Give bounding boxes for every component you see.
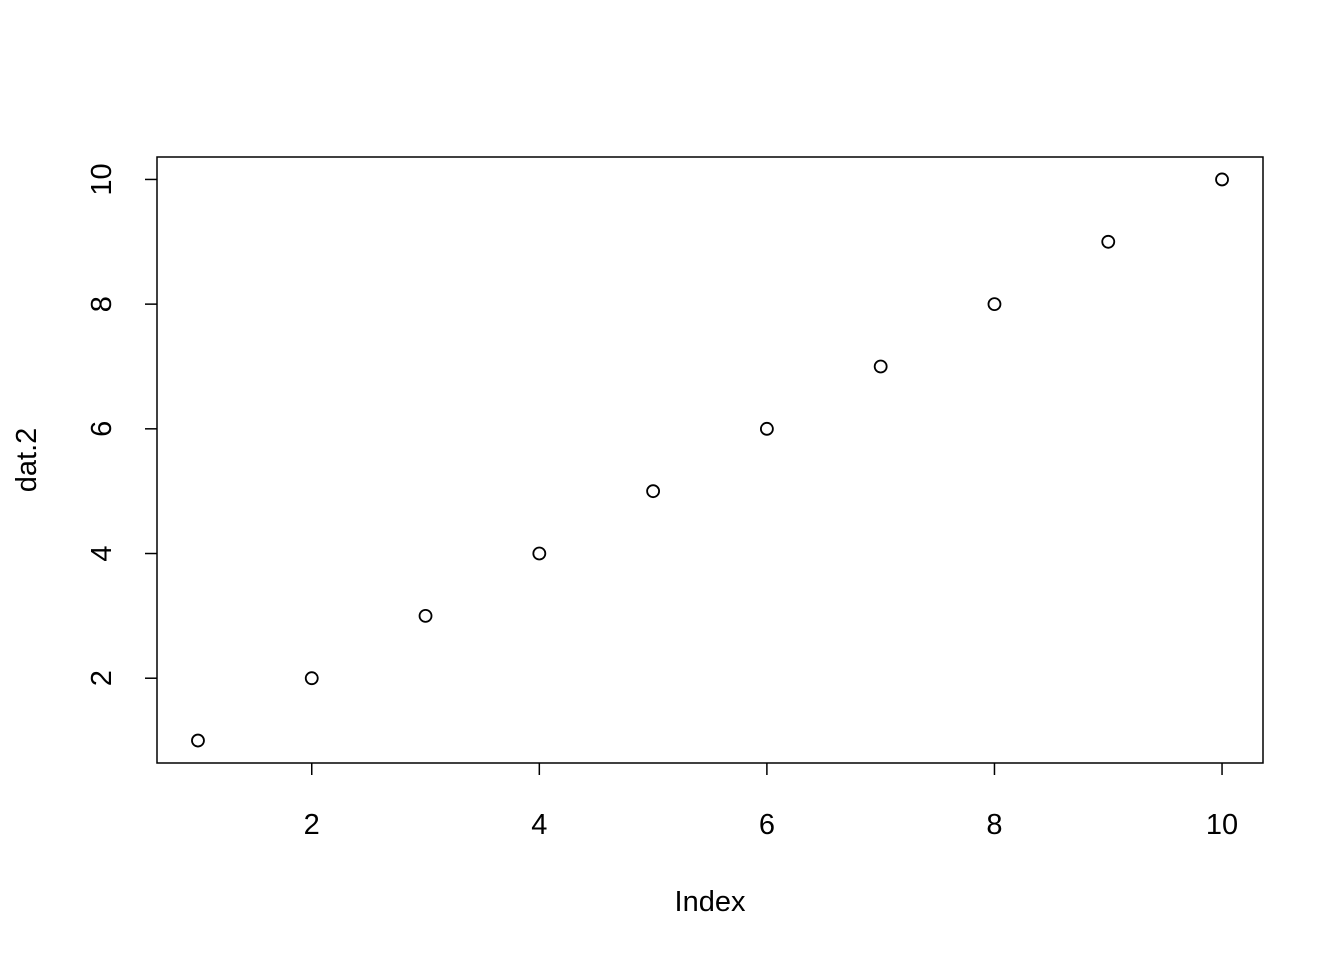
data-point bbox=[873, 359, 888, 374]
data-point bbox=[418, 608, 433, 623]
data-point bbox=[759, 421, 774, 436]
data-point bbox=[646, 484, 661, 499]
x-tick-label: 6 bbox=[759, 809, 775, 841]
y-tick-label: 4 bbox=[86, 545, 118, 561]
y-axis-label: dat.2 bbox=[11, 428, 43, 493]
plot-frame bbox=[156, 156, 1264, 764]
y-tick-label: 8 bbox=[86, 296, 118, 312]
data-point bbox=[1101, 234, 1116, 249]
x-tick-label: 4 bbox=[531, 809, 547, 841]
data-point bbox=[987, 297, 1002, 312]
data-point bbox=[304, 671, 319, 686]
y-tick-label: 6 bbox=[86, 421, 118, 437]
y-tick-label: 2 bbox=[86, 670, 118, 686]
data-point bbox=[1215, 172, 1229, 187]
data-point bbox=[532, 546, 547, 561]
x-axis-label: Index bbox=[675, 886, 746, 918]
x-tick-label: 2 bbox=[304, 809, 320, 841]
y-tick-label: 10 bbox=[86, 163, 118, 195]
x-tick-label: 8 bbox=[986, 809, 1002, 841]
x-tick-label: 10 bbox=[1206, 809, 1238, 841]
data-point bbox=[191, 733, 205, 748]
